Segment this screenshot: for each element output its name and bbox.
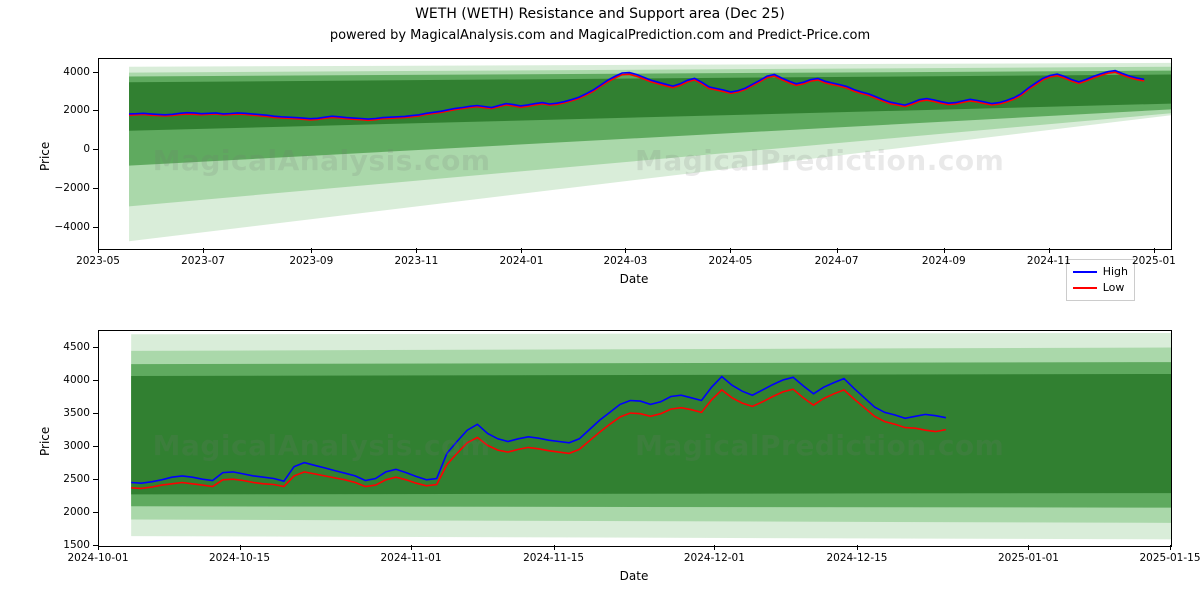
x-tick-label: 2024-05 xyxy=(709,255,753,267)
x-tick-label: 2025-01 xyxy=(1132,255,1176,267)
y-tick-label: 4500 xyxy=(54,341,90,353)
panel-bottom-svg xyxy=(99,331,1171,546)
chart-title: WETH (WETH) Resistance and Support area … xyxy=(0,6,1200,22)
y-tick-label: 2000 xyxy=(54,104,90,116)
y-tick-label: 4000 xyxy=(54,66,90,78)
x-tick-label: 2025-01-01 xyxy=(998,552,1059,564)
x-tick-label: 2024-01 xyxy=(500,255,544,267)
x-tick-label: 2023-09 xyxy=(289,255,333,267)
panel-bottom-ylabel: Price xyxy=(38,426,52,455)
x-tick-label: 2024-12-01 xyxy=(684,552,745,564)
x-tick-label: 2024-11 xyxy=(1027,255,1071,267)
x-tick-label: 2023-07 xyxy=(181,255,225,267)
panel-top-xlabel: Date xyxy=(98,272,1170,286)
x-tick-label: 2024-10-01 xyxy=(67,552,128,564)
panel-top-svg xyxy=(99,59,1171,249)
y-tick-label: 2000 xyxy=(54,506,90,518)
x-tick-label: 2023-11 xyxy=(394,255,438,267)
panel-bottom: MagicalAnalysis.com MagicalPrediction.co… xyxy=(98,330,1172,547)
x-tick-label: 2024-03 xyxy=(603,255,647,267)
y-tick-label: −4000 xyxy=(54,221,90,233)
x-tick-label: 2024-10-15 xyxy=(209,552,270,564)
x-tick-label: 2025-01-15 xyxy=(1139,552,1200,564)
y-tick-label: 2500 xyxy=(54,473,90,485)
y-tick-label: 0 xyxy=(54,143,90,155)
y-tick-label: −2000 xyxy=(54,182,90,194)
chart-subtitle: powered by MagicalAnalysis.com and Magic… xyxy=(0,28,1200,43)
y-tick-label: 3000 xyxy=(54,440,90,452)
figure: WETH (WETH) Resistance and Support area … xyxy=(0,0,1200,600)
x-tick-label: 2024-11-15 xyxy=(523,552,584,564)
panel-top: MagicalAnalysis.com MagicalPrediction.co… xyxy=(98,58,1172,250)
panel-bottom-xlabel: Date xyxy=(98,569,1170,583)
x-tick-label: 2024-12-15 xyxy=(826,552,887,564)
panel-top-ylabel: Price xyxy=(38,142,52,171)
x-tick-label: 2023-05 xyxy=(76,255,120,267)
legend-swatch-low xyxy=(1073,287,1097,289)
x-tick-label: 2024-11-01 xyxy=(381,552,442,564)
x-tick-label: 2024-07 xyxy=(815,255,859,267)
y-tick-label: 1500 xyxy=(54,539,90,551)
y-tick-label: 4000 xyxy=(54,374,90,386)
x-tick-label: 2024-09 xyxy=(922,255,966,267)
y-tick-label: 3500 xyxy=(54,407,90,419)
